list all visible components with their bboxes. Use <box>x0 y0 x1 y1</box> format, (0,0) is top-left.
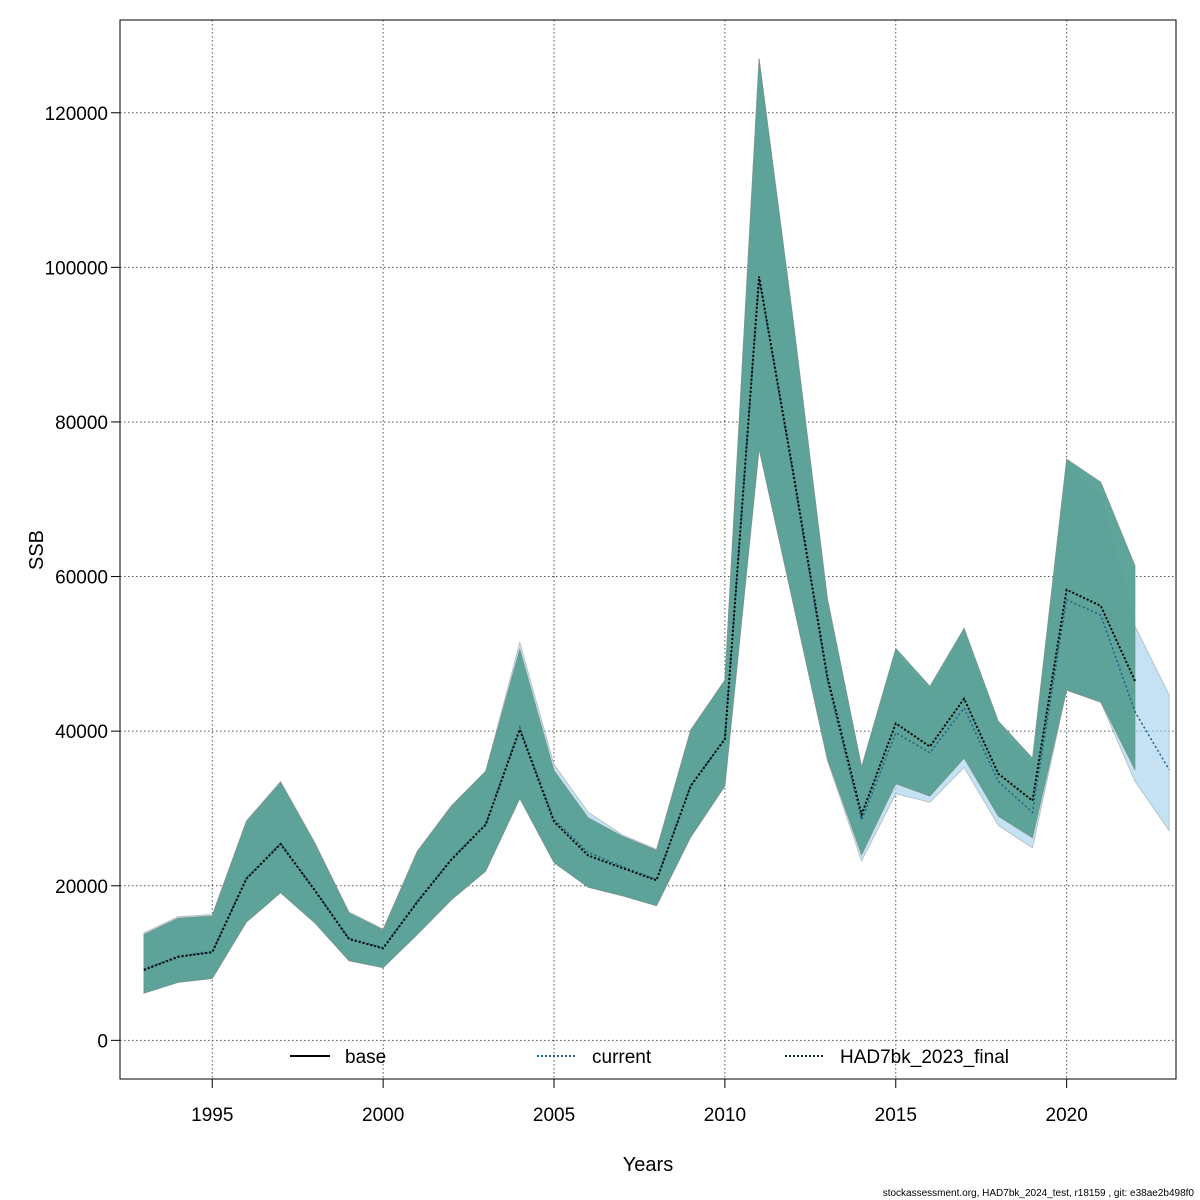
x-axis: 1995 2000 2005 2010 2015 2020 <box>191 1078 1088 1126</box>
x-tick-label-2015: 2015 <box>875 1105 917 1126</box>
x-tick-label-2005: 2005 <box>533 1105 575 1126</box>
legend-entry-base: base <box>290 1047 386 1068</box>
y-tick-label-40000: 40000 <box>55 722 108 743</box>
legend-entry-HAD7bk_2023_final: HAD7bk_2023_final <box>785 1047 1009 1068</box>
x-tick-label-2020: 2020 <box>1046 1105 1088 1126</box>
band-base <box>143 58 1136 994</box>
y-axis-title: SSB <box>26 530 48 570</box>
legend: base current HAD7bk_2023_final <box>290 1047 1009 1068</box>
y-tick-label-0: 0 <box>97 1031 108 1052</box>
y-tick-label-120000: 120000 <box>45 104 108 125</box>
x-axis-title: Years <box>623 1154 673 1176</box>
y-tick-label-60000: 60000 <box>55 568 108 589</box>
x-tick-label-1995: 1995 <box>191 1105 233 1126</box>
y-tick-label-80000: 80000 <box>55 413 108 434</box>
confidence-bands <box>143 58 1170 994</box>
y-tick-label-100000: 100000 <box>45 258 108 279</box>
legend-entry-current: current <box>537 1047 652 1068</box>
y-tick-label-20000: 20000 <box>55 877 108 898</box>
x-tick-label-2010: 2010 <box>704 1105 746 1126</box>
x-tick-label-2000: 2000 <box>362 1105 404 1126</box>
legend-label-base: base <box>345 1047 386 1068</box>
series-lines <box>143 276 1170 971</box>
line-base <box>143 276 1136 971</box>
legend-label-HAD7bk_2023_final: HAD7bk_2023_final <box>840 1047 1009 1068</box>
legend-label-current: current <box>592 1047 652 1068</box>
y-axis: 0 20000 40000 60000 80000 100000 120000 <box>45 104 121 1052</box>
footer-text: stockassessment.org, HAD7bk_2024_test, r… <box>883 1188 1195 1199</box>
